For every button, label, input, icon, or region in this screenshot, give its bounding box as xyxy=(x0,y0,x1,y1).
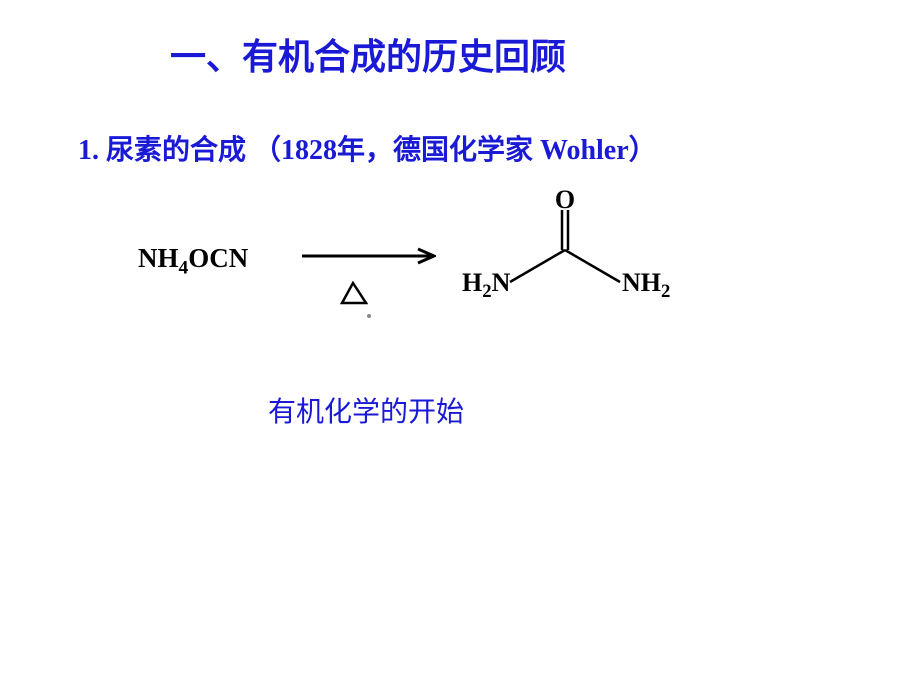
caption-text: 有机化学的开始 xyxy=(268,390,464,430)
item-subtitle: 1. 尿素的合成 （1828年，德国化学家 Wohler） xyxy=(78,128,657,168)
urea-svg: O xyxy=(470,190,670,320)
slide-root: 一、有机合成的历史回顾 1. 尿素的合成 （1828年，德国化学家 Wohler… xyxy=(0,0,920,690)
oxygen-label: O xyxy=(555,190,575,214)
product-structure: O H2N NH2 xyxy=(470,190,670,325)
reactant-formula: NH4OCN xyxy=(138,243,248,274)
left-amine-label: H2N xyxy=(462,268,510,298)
arrow-icon xyxy=(302,246,436,266)
right-bond xyxy=(565,250,620,282)
section-title: 一、有机合成的历史回顾 xyxy=(170,28,566,80)
right-amine-label: NH2 xyxy=(622,268,670,298)
reaction-arrow xyxy=(302,246,436,271)
triangle-icon xyxy=(338,280,368,306)
decorative-dot xyxy=(367,314,371,318)
triangle-shape xyxy=(342,283,366,303)
heat-condition xyxy=(338,280,368,311)
left-bond xyxy=(510,250,565,282)
